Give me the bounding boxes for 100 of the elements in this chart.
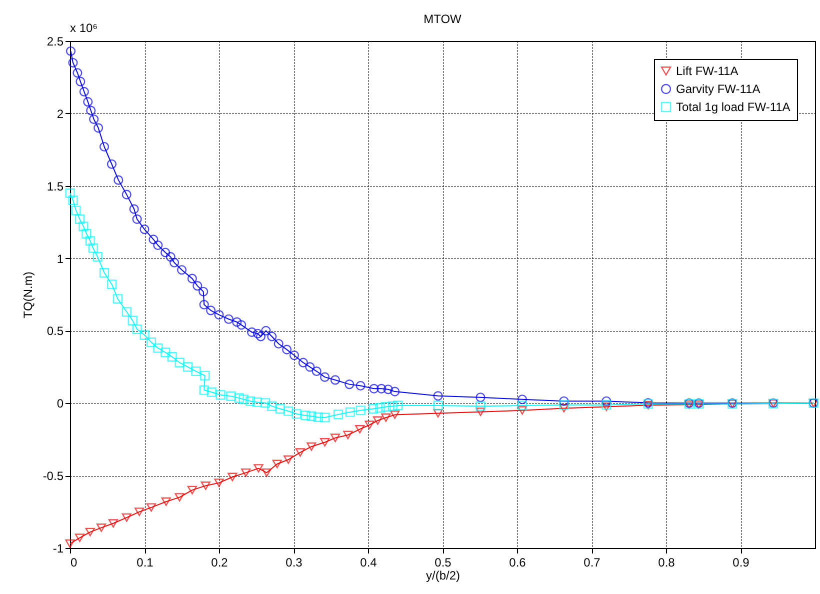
x-tick-label: 0.2 <box>211 556 228 570</box>
point <box>134 508 144 516</box>
point <box>146 338 156 348</box>
point <box>517 400 527 410</box>
point <box>343 430 353 440</box>
point <box>216 390 226 400</box>
point <box>200 370 210 380</box>
point <box>226 391 236 401</box>
point <box>372 416 382 425</box>
y-tick-label: 2.5 <box>46 34 64 48</box>
point <box>388 401 398 411</box>
point <box>106 280 117 290</box>
y-tick-label: 0 <box>56 396 64 411</box>
point <box>284 455 294 464</box>
point <box>306 411 316 421</box>
point <box>393 400 403 410</box>
point <box>146 503 156 512</box>
point <box>99 268 110 278</box>
point <box>306 442 316 451</box>
point <box>381 402 391 412</box>
point <box>228 472 238 482</box>
point <box>92 252 102 262</box>
point <box>182 362 192 372</box>
point <box>241 468 251 477</box>
point <box>284 406 294 416</box>
text: x 10⁶ <box>70 21 98 35</box>
point <box>262 468 272 477</box>
point <box>267 401 277 411</box>
point <box>96 523 106 532</box>
point <box>356 406 366 416</box>
x-tick-label: 0.5 <box>434 556 452 570</box>
point <box>68 196 78 206</box>
point <box>364 420 374 430</box>
x-tick-label: 0.9 <box>732 556 750 570</box>
point <box>238 394 248 404</box>
y-tick-label: 1.5 <box>46 179 64 194</box>
point <box>187 486 197 494</box>
point <box>375 402 385 413</box>
point <box>65 188 75 198</box>
point <box>206 387 216 397</box>
point <box>199 385 209 395</box>
x-tick-label: 0 <box>70 556 78 570</box>
x-tick-label: 0.1 <box>136 556 154 570</box>
point <box>108 519 118 528</box>
point <box>234 393 244 403</box>
point <box>85 236 95 246</box>
point <box>82 228 92 238</box>
x-tick-label: 0.4 <box>360 556 378 570</box>
point <box>313 412 323 422</box>
point <box>78 222 88 232</box>
point <box>476 408 486 416</box>
y-axis-title: TQ(N.m) <box>20 272 35 318</box>
legend-label: Total 1g load FW-11A <box>676 100 790 114</box>
point <box>88 243 98 253</box>
point <box>295 448 305 457</box>
point <box>153 343 163 353</box>
point <box>345 407 355 417</box>
x-tick-label: 0.7 <box>584 556 601 570</box>
point <box>330 434 340 442</box>
y-tick-label: 1 <box>56 252 64 266</box>
chart-title: MTOW <box>424 12 462 26</box>
point <box>333 410 343 420</box>
point <box>74 534 84 542</box>
point <box>160 348 170 358</box>
point <box>200 481 210 490</box>
point <box>122 307 132 317</box>
x-tick-label: 0.6 <box>509 556 526 570</box>
point <box>128 316 138 326</box>
point <box>292 409 302 419</box>
point <box>246 396 256 406</box>
point <box>390 410 400 419</box>
point <box>254 464 264 473</box>
point <box>214 478 224 488</box>
point <box>112 294 122 304</box>
point <box>272 460 282 468</box>
point <box>602 402 612 411</box>
point <box>191 366 201 376</box>
point <box>433 409 443 418</box>
point <box>559 400 569 410</box>
point <box>368 404 378 414</box>
point <box>140 330 150 340</box>
y-tick-label: -1 <box>52 542 64 556</box>
point <box>252 397 262 407</box>
point <box>74 214 84 224</box>
point <box>174 358 184 368</box>
point <box>559 404 569 412</box>
point <box>174 493 184 502</box>
point <box>300 410 310 420</box>
point <box>320 412 330 422</box>
point <box>355 424 365 434</box>
point <box>476 401 486 411</box>
legend-label: Lift FW-11A <box>676 64 738 78</box>
legend-label: Garvity FW-11A <box>676 82 760 96</box>
point <box>517 406 527 415</box>
point <box>71 206 81 216</box>
x-tick-label: 0.8 <box>658 556 676 570</box>
point <box>381 413 391 422</box>
point <box>167 352 177 362</box>
point <box>260 398 270 408</box>
point <box>602 400 612 410</box>
